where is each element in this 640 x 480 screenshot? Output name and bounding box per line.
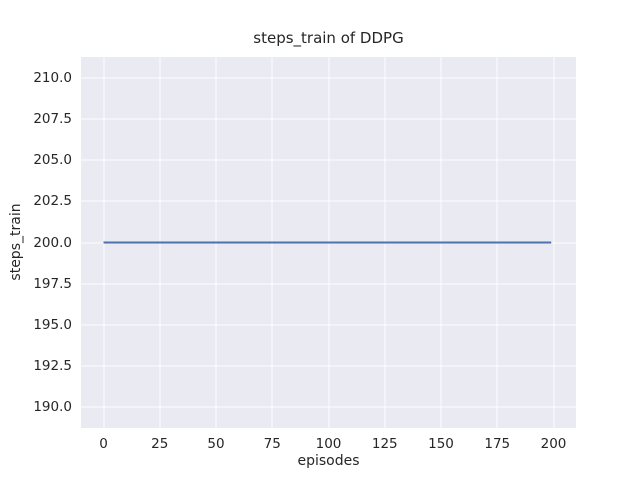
y-tick-label: 195.0 <box>33 316 72 333</box>
x-axis-ticks: 0 25 50 75 100 125 150 175 200 <box>81 436 576 454</box>
chart-title: steps_train of DDPG <box>253 29 404 47</box>
x-tick-label: 50 <box>207 436 225 452</box>
x-axis-label: episodes <box>297 453 360 469</box>
y-tick-label: 210.0 <box>33 69 72 86</box>
y-tick-label: 200.0 <box>33 234 72 251</box>
x-tick-label: 100 <box>315 436 342 452</box>
y-tick-label: 202.5 <box>33 193 72 210</box>
y-tick-label: 197.5 <box>33 275 72 292</box>
y-tick-label: 192.5 <box>33 358 72 375</box>
plot-area <box>81 57 576 428</box>
y-gridline <box>81 159 576 161</box>
y-tick-label: 190.0 <box>33 399 72 416</box>
x-tick-label: 25 <box>151 436 169 452</box>
x-tick-label: 0 <box>99 436 108 452</box>
y-axis-label: steps_train <box>8 203 24 281</box>
line-plot <box>81 57 576 428</box>
y-gridline <box>81 77 576 79</box>
y-gridline <box>81 118 576 120</box>
y-tick-label: 205.0 <box>33 152 72 169</box>
y-axis-ticks: 190.0 192.5 195.0 197.5 200.0 202.5 205.0 207.5… <box>8 57 72 428</box>
y-gridline <box>81 283 576 285</box>
x-tick-label: 150 <box>428 436 454 452</box>
x-tick-label: 75 <box>263 436 281 452</box>
y-gridline <box>81 200 576 202</box>
y-tick-label: 207.5 <box>33 110 72 127</box>
x-tick-label: 125 <box>371 436 398 452</box>
y-gridline <box>81 324 576 326</box>
x-tick-label: 200 <box>540 436 567 452</box>
y-gridline <box>81 365 576 367</box>
x-tick-label: 175 <box>484 436 511 452</box>
y-gridline <box>81 406 576 408</box>
